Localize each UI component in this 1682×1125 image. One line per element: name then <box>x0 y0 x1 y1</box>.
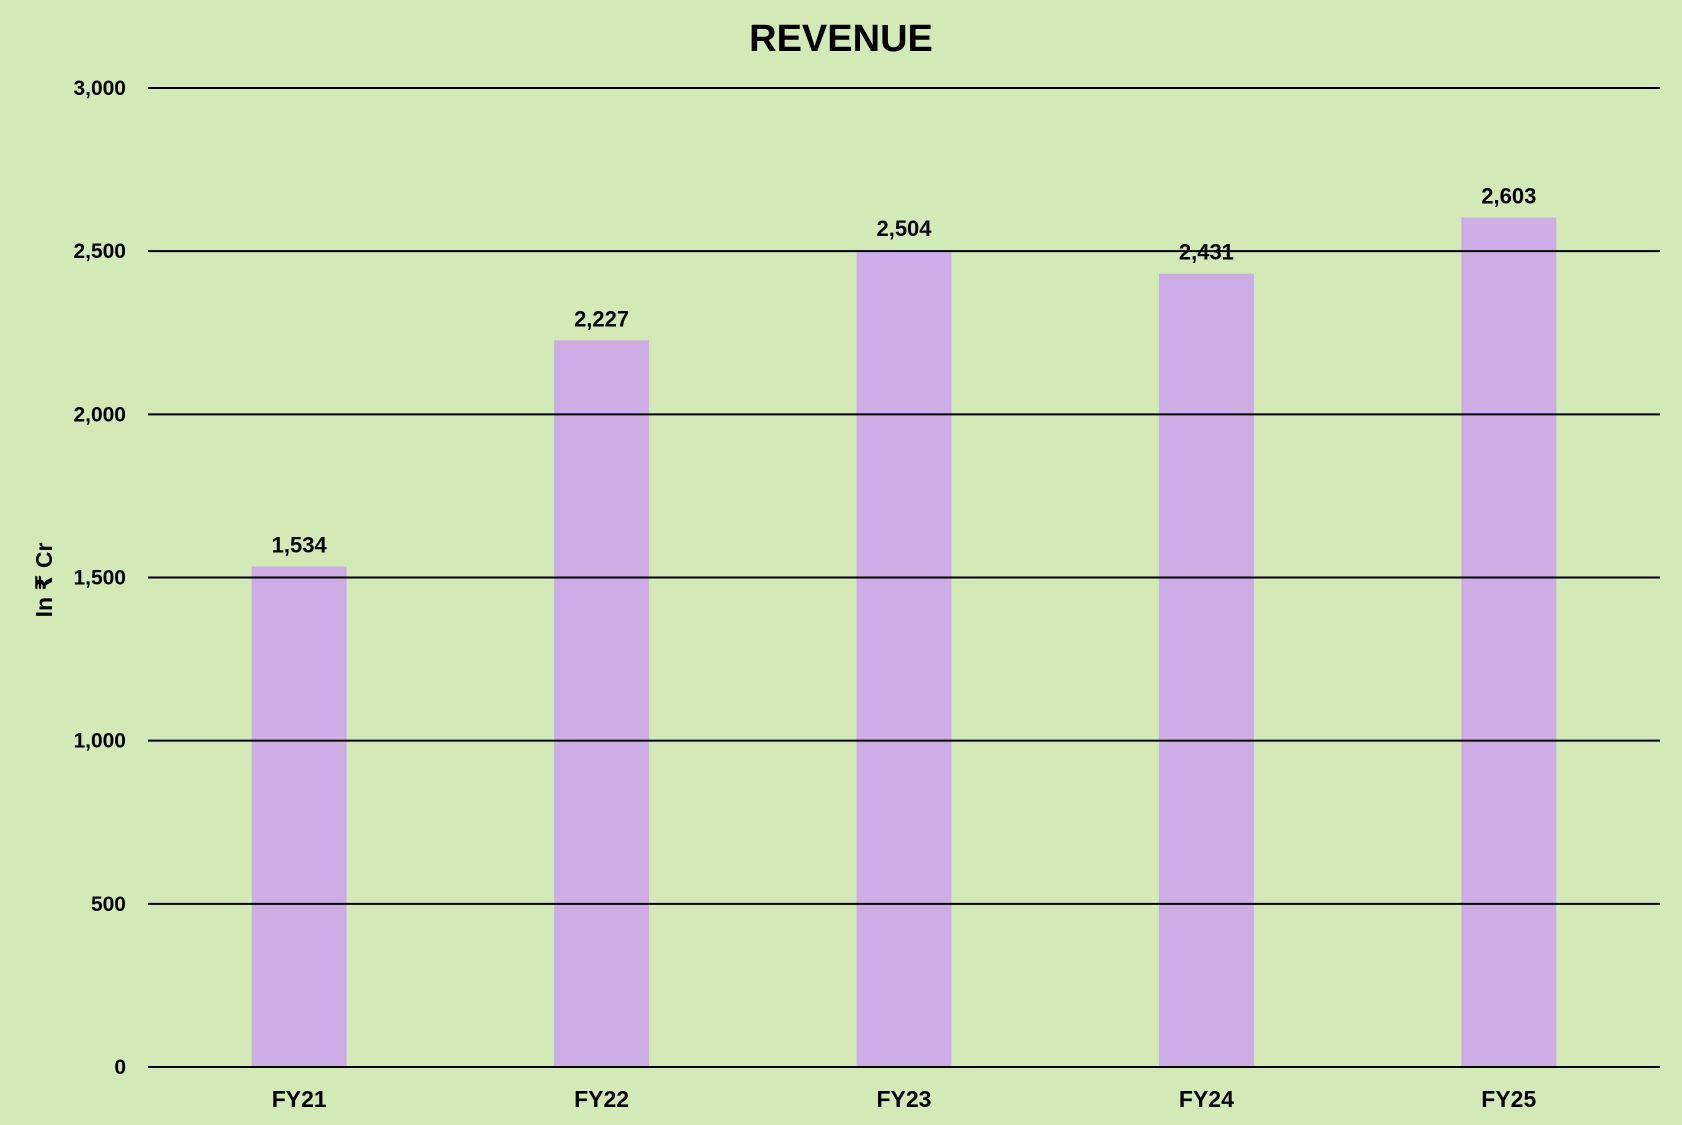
bar-fy25 <box>1461 217 1557 1068</box>
y-tick-label: 3,000 <box>73 77 126 100</box>
bar-fy24 <box>1158 273 1254 1067</box>
x-tick-label: FY22 <box>574 1086 629 1112</box>
data-label-fy21: 1,534 <box>272 532 328 557</box>
x-tick-label: FY21 <box>272 1086 327 1112</box>
y-tick-label: 500 <box>91 893 126 916</box>
x-tick-label: FY23 <box>877 1086 932 1112</box>
bar-fy23 <box>856 249 952 1067</box>
y-tick-label: 2,000 <box>73 403 126 426</box>
bars <box>251 217 1557 1068</box>
x-tick-label: FY25 <box>1481 1086 1536 1112</box>
gridlines <box>148 87 1660 1068</box>
y-tick-label: 1,000 <box>73 730 126 753</box>
y-axis-title: In ₹ Cr <box>31 543 57 618</box>
bar-fy22 <box>554 340 650 1067</box>
data-label-fy22: 2,227 <box>574 306 629 331</box>
y-tick-labels: 0 500 1,000 1,500 2,000 2,500 3,000 <box>73 77 126 1079</box>
data-label-fy24: 2,431 <box>1179 240 1234 265</box>
bar-fy21 <box>251 566 347 1067</box>
data-label-fy23: 2,504 <box>876 216 932 241</box>
y-tick-label: 2,500 <box>73 240 126 263</box>
x-tick-label: FY24 <box>1179 1086 1234 1112</box>
data-label-fy25: 2,603 <box>1481 184 1536 209</box>
data-labels: 1,534 2,227 2,504 2,431 2,603 <box>272 184 1537 558</box>
x-tick-labels: FY21 FY22 FY23 FY24 FY25 <box>272 1086 1537 1112</box>
y-tick-label: 1,500 <box>73 567 126 590</box>
chart-title: REVENUE <box>749 18 933 60</box>
y-tick-label: 0 <box>114 1056 126 1079</box>
